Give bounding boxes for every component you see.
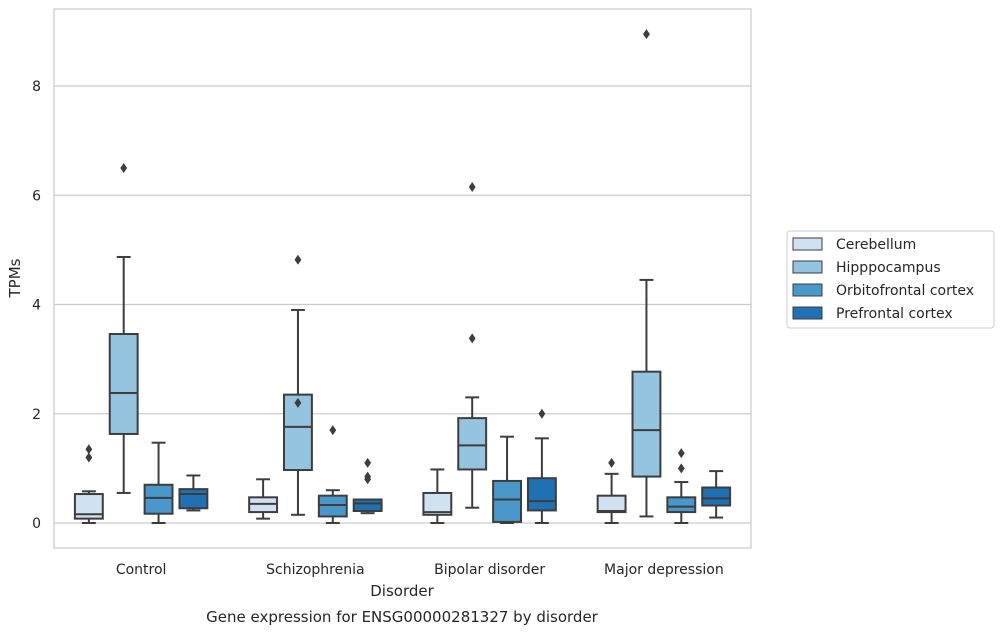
legend-entry: Prefrontal cortex bbox=[836, 306, 953, 322]
box-hipppocampus bbox=[457, 182, 488, 509]
outlier-point bbox=[294, 397, 302, 408]
box-hipppocampus bbox=[283, 254, 313, 516]
outlier-point bbox=[85, 444, 93, 455]
chart-caption: Gene expression for ENSG00000281327 by d… bbox=[206, 608, 599, 626]
box-orbitofrontal-cortex bbox=[317, 425, 348, 524]
outlier-point bbox=[608, 457, 615, 468]
box-cerebellum bbox=[422, 468, 453, 524]
outlier-point bbox=[364, 471, 372, 482]
interquartile-box bbox=[666, 496, 697, 514]
y-tick-label: 0 bbox=[32, 516, 41, 532]
legend-frame bbox=[786, 230, 995, 329]
outlier-point bbox=[294, 254, 302, 265]
interquartile-box bbox=[352, 498, 383, 512]
legend-entry: Hipppocampus bbox=[836, 260, 941, 276]
outlier-point bbox=[468, 333, 476, 344]
interquartile-box bbox=[178, 488, 209, 510]
outlier-point bbox=[677, 448, 685, 459]
legend-swatch bbox=[792, 260, 823, 274]
legend-swatch bbox=[792, 306, 823, 320]
outlier-point bbox=[538, 408, 546, 419]
legend-entry: Orbitofrontal cortex bbox=[836, 283, 974, 299]
outlier-point bbox=[120, 162, 128, 173]
y-tick-label: 6 bbox=[32, 188, 41, 204]
x-tick-label: Control bbox=[116, 562, 167, 578]
legend-swatch bbox=[792, 283, 823, 297]
x-tick-labels: Control Schizophrenia Bipolar disorder Majo… bbox=[116, 562, 724, 578]
x-tick-label: Schizophrenia bbox=[266, 562, 364, 578]
outlier-point bbox=[329, 425, 337, 436]
box-prefrontal-cortex bbox=[701, 470, 732, 519]
outlier-point bbox=[364, 457, 372, 468]
y-axis-label: TPMs bbox=[6, 258, 24, 298]
box-prefrontal-cortex bbox=[352, 457, 383, 515]
interquartile-box bbox=[317, 494, 348, 518]
x-tick-label: Major depression bbox=[604, 562, 724, 578]
box-cerebellum bbox=[248, 478, 279, 520]
interquartile-box bbox=[596, 494, 627, 514]
interquartile-box bbox=[143, 483, 174, 515]
boxes bbox=[73, 29, 732, 524]
legend: Cerebellum Hipppocampus Orbitofrontal cort… bbox=[786, 230, 995, 329]
box-orbitofrontal-cortex bbox=[492, 435, 522, 524]
interquartile-box bbox=[701, 486, 732, 507]
y-tick-labels: 0 2 4 6 8 bbox=[32, 79, 41, 532]
box-orbitofrontal-cortex bbox=[143, 441, 174, 524]
interquartile-box bbox=[457, 417, 488, 471]
interquartile-box bbox=[108, 332, 139, 435]
x-axis-label: Disorder bbox=[370, 582, 434, 600]
box-orbitofrontal-cortex bbox=[666, 448, 697, 524]
outlier-point bbox=[85, 452, 93, 463]
interquartile-box bbox=[526, 477, 557, 512]
box-hipppocampus bbox=[631, 29, 662, 518]
box-prefrontal-cortex bbox=[526, 408, 557, 524]
box-cerebellum bbox=[596, 457, 627, 524]
interquartile-box bbox=[492, 479, 522, 523]
y-tick-label: 2 bbox=[32, 407, 41, 423]
y-tick-label: 4 bbox=[32, 298, 41, 314]
x-tick-label: Bipolar disorder bbox=[434, 562, 545, 578]
plot-frame bbox=[53, 8, 752, 549]
box-cerebellum bbox=[73, 444, 104, 524]
interquartile-box bbox=[631, 370, 662, 478]
interquartile-box bbox=[422, 491, 453, 516]
outlier-point bbox=[468, 182, 476, 193]
outlier-point bbox=[643, 29, 650, 40]
legend-entry: Cerebellum bbox=[836, 237, 916, 253]
box-prefrontal-cortex bbox=[178, 474, 209, 512]
outlier-point bbox=[677, 463, 685, 474]
legend-swatch bbox=[792, 237, 823, 251]
y-tick-label: 8 bbox=[32, 79, 41, 95]
box-hipppocampus bbox=[108, 162, 139, 494]
